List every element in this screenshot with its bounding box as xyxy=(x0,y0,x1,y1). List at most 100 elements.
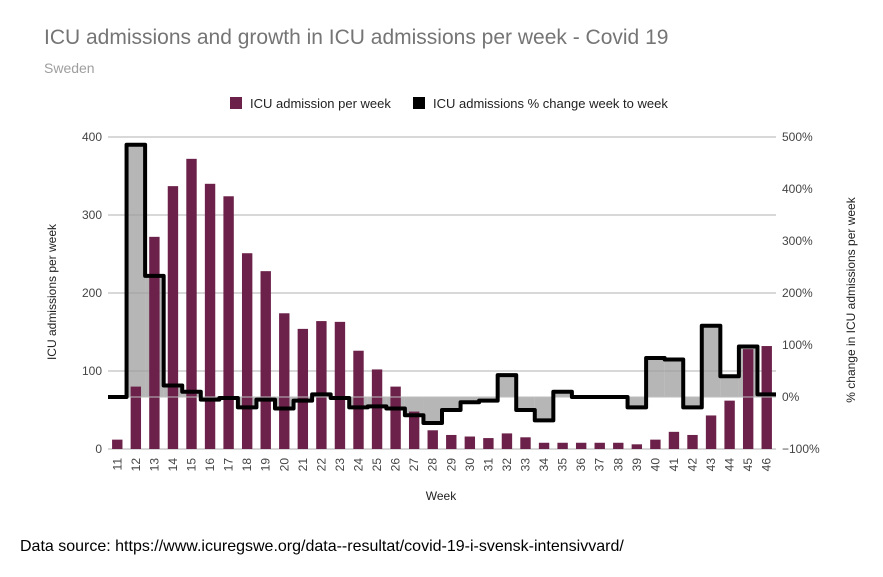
x-tick-label: 29 xyxy=(444,458,458,472)
bar-week-30 xyxy=(464,436,476,449)
bar-week-28 xyxy=(427,430,438,449)
x-tick-label: 44 xyxy=(723,458,737,472)
change-area-week-33 xyxy=(516,397,535,410)
bar-week-39 xyxy=(631,444,643,449)
x-tick-label: 19 xyxy=(259,458,273,472)
x-tick-label: 33 xyxy=(519,458,533,472)
x-tick-label: 20 xyxy=(277,458,291,472)
x-tick-label: 12 xyxy=(129,458,143,472)
x-tick-label: 32 xyxy=(500,458,514,472)
y-tick-label: 0 xyxy=(95,442,102,456)
x-tick-label: 17 xyxy=(222,458,236,472)
x-tick-label: 42 xyxy=(686,458,700,472)
bar-week-15 xyxy=(186,158,197,449)
legend: ICU admission per week ICU admissions % … xyxy=(230,96,668,111)
right-axis-ticks: −100% 0% 100% 200% 300% 400% 500% xyxy=(782,130,820,456)
bar-week-29 xyxy=(446,434,457,449)
change-area-week-44 xyxy=(720,376,739,397)
x-tick-label: 46 xyxy=(760,458,774,472)
bar-week-22 xyxy=(316,321,327,449)
x-tick-label: 14 xyxy=(166,458,180,472)
data-source-note: Data source: https://www.icuregswe.org/d… xyxy=(20,538,624,555)
x-tick-label: 25 xyxy=(370,458,384,472)
x-tick-label: 24 xyxy=(352,458,366,472)
y2-tick-label: 400% xyxy=(782,182,813,196)
bar-week-16 xyxy=(204,183,216,450)
left-axis-ticks: 0 100 200 300 400 xyxy=(82,130,102,456)
bar-week-23 xyxy=(334,321,346,449)
bar-week-17 xyxy=(223,196,234,449)
y2-tick-label: 500% xyxy=(782,130,813,144)
change-area-week-41 xyxy=(664,359,684,397)
x-tick-label: 22 xyxy=(314,458,328,472)
y-tick-label: 200 xyxy=(82,286,102,300)
y-tick-label: 300 xyxy=(82,208,102,222)
change-area-week-12 xyxy=(126,144,146,397)
bar-week-27 xyxy=(408,411,420,449)
bar-week-14 xyxy=(167,186,179,449)
change-area-week-29 xyxy=(442,397,461,410)
change-area-week-40 xyxy=(646,358,665,397)
bar-week-38 xyxy=(613,442,624,449)
y-tick-label: 400 xyxy=(82,130,102,144)
x-tick-label: 43 xyxy=(704,458,718,472)
change-line-group xyxy=(108,142,776,425)
change-area-week-42 xyxy=(683,397,702,408)
x-axis-title: Week xyxy=(426,489,457,503)
change-area-week-28 xyxy=(423,397,442,423)
y2-tick-label: 300% xyxy=(782,234,813,248)
bar-group xyxy=(112,158,772,450)
legend-label-line: ICU admissions % change week to week xyxy=(433,96,668,111)
change-area-week-35 xyxy=(553,391,572,397)
change-line xyxy=(108,142,776,425)
bar-week-41 xyxy=(668,431,680,449)
chart-subtitle: Sweden xyxy=(44,60,95,76)
x-tick-label: 45 xyxy=(741,458,755,472)
bar-week-18 xyxy=(241,253,253,449)
x-tick-label: 26 xyxy=(389,458,403,472)
x-tick-label: 16 xyxy=(203,458,217,472)
change-area-week-43 xyxy=(701,325,721,397)
bar-week-36 xyxy=(575,442,587,449)
bar-week-46 xyxy=(761,346,772,449)
x-tick-label: 35 xyxy=(556,458,570,472)
bar-week-11 xyxy=(112,439,123,449)
y2-tick-label: −100% xyxy=(782,442,820,456)
bar-week-21 xyxy=(297,328,309,449)
x-tick-label: 27 xyxy=(407,458,421,472)
x-tick-label: 31 xyxy=(481,458,495,472)
change-area-week-39 xyxy=(627,397,647,408)
bar-week-42 xyxy=(687,434,698,449)
bar-week-33 xyxy=(520,437,531,449)
y2-tick-label: 200% xyxy=(782,286,813,300)
change-area-week-34 xyxy=(534,397,554,421)
bar-week-25 xyxy=(371,369,383,449)
chart-title: ICU admissions and growth in ICU admissi… xyxy=(44,26,669,49)
bar-week-40 xyxy=(650,439,661,449)
x-tick-label: 11 xyxy=(110,458,124,471)
x-tick-label: 38 xyxy=(611,458,625,472)
bar-week-34 xyxy=(538,442,550,449)
bar-week-45 xyxy=(742,349,754,449)
x-tick-label: 40 xyxy=(648,458,662,472)
x-tick-label: 23 xyxy=(333,458,347,472)
legend-swatch-bars xyxy=(230,97,242,109)
bar-week-26 xyxy=(390,386,401,449)
bar-week-20 xyxy=(279,313,290,449)
bar-week-13 xyxy=(149,236,160,449)
x-tick-label: 28 xyxy=(426,458,440,472)
y2-tick-label: 0% xyxy=(782,390,800,404)
bar-week-24 xyxy=(353,350,364,449)
legend-label-bars: ICU admission per week xyxy=(250,96,391,111)
y2-tick-label: 100% xyxy=(782,338,813,352)
x-tick-label: 37 xyxy=(593,458,607,472)
bar-week-44 xyxy=(724,400,735,449)
bar-week-19 xyxy=(260,271,271,449)
y-axis-title: ICU admissions per week xyxy=(45,223,59,360)
x-tick-label: 30 xyxy=(463,458,477,472)
bar-week-37 xyxy=(594,442,605,449)
x-tick-label: 21 xyxy=(296,458,310,472)
x-tick-label: 13 xyxy=(147,458,161,472)
bar-week-32 xyxy=(501,433,513,449)
